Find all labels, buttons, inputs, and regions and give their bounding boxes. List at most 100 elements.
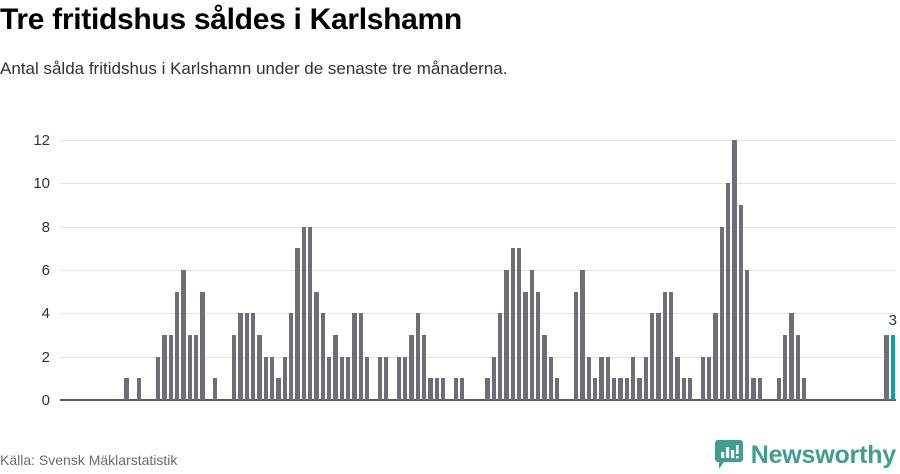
bar: [269, 356, 275, 400]
bar: [757, 378, 763, 400]
bar: [719, 226, 725, 400]
gridline: [60, 183, 896, 185]
bar: [725, 183, 731, 400]
bar: [333, 335, 338, 400]
source-note: Källa: Svensk Mäklarstatistik: [0, 452, 178, 468]
bar: [409, 335, 414, 400]
bar: [738, 205, 744, 400]
bar: [453, 378, 459, 400]
plot-area: 0 2 4 6 8 10 12 3: [33, 133, 897, 408]
bar: [656, 313, 661, 400]
bar: [200, 291, 205, 400]
bar: [782, 335, 788, 400]
bar: [643, 356, 649, 400]
y-axis-tick-label: 12: [33, 132, 50, 149]
bar: [244, 313, 250, 400]
bar: [681, 378, 687, 400]
y-axis-tick-label: 8: [41, 218, 50, 236]
gridline: [60, 270, 896, 271]
bar: [428, 378, 433, 400]
bar: [377, 356, 383, 400]
bar: [459, 378, 465, 400]
bar: [732, 140, 737, 400]
bar: [580, 270, 585, 400]
bar: [618, 378, 623, 400]
bar: [263, 356, 269, 400]
bar: [668, 291, 674, 400]
bar: [485, 378, 490, 400]
bar: [554, 378, 560, 400]
page-title: Tre fritidshus såldes i Karlshamn: [0, 3, 462, 36]
bar: [776, 378, 782, 400]
bar: [592, 378, 598, 400]
bar: [307, 226, 313, 400]
bar: [250, 313, 256, 400]
bar: [504, 270, 509, 400]
bar: [700, 356, 706, 400]
bar: [383, 356, 389, 400]
bar: [706, 356, 712, 400]
bar: [352, 313, 357, 400]
bar: [345, 356, 351, 400]
bar: [573, 291, 579, 400]
bar: [675, 356, 680, 400]
bar: [314, 291, 319, 400]
bar: [884, 335, 889, 400]
bar: [238, 313, 243, 400]
bar: [510, 248, 516, 400]
bar: [599, 356, 604, 400]
bar: [181, 270, 186, 400]
bar-chart-bubble-icon: [714, 440, 743, 469]
bar: [402, 356, 408, 400]
bar: [440, 378, 446, 400]
bar: [801, 378, 807, 400]
bar: [124, 378, 129, 400]
bar: [795, 335, 801, 400]
page-subtitle: Antal sålda fritidshus i Karlshamn under…: [0, 59, 508, 78]
bar: [637, 378, 642, 400]
bar: [713, 313, 718, 400]
bar: [193, 335, 199, 400]
bar: [415, 313, 421, 400]
bar: [542, 335, 547, 400]
axis-baseline: [60, 399, 896, 401]
bar: [611, 378, 617, 400]
gridline: [60, 226, 896, 228]
bar: [396, 356, 402, 400]
bar: [187, 335, 193, 400]
gridline: [60, 313, 896, 315]
bar: [789, 313, 794, 400]
y-axis-tick-label: 2: [41, 348, 50, 366]
bar-highlighted: [890, 335, 896, 400]
bar: [687, 378, 693, 400]
bar: [744, 270, 750, 400]
bar: [751, 378, 756, 400]
bar: [497, 313, 503, 400]
bar: [662, 291, 668, 400]
y-axis-tick-label: 10: [33, 175, 50, 193]
gridline: [60, 356, 896, 358]
logo-wordmark: Newsworthy: [750, 441, 896, 469]
bar: [358, 313, 364, 400]
bar: [257, 335, 262, 400]
bar: [364, 356, 370, 400]
bar: [434, 378, 440, 400]
bar: [168, 335, 174, 400]
gridline: [60, 140, 896, 141]
bar: [630, 356, 636, 400]
bar: [326, 356, 332, 400]
bar: [516, 248, 522, 400]
y-axis-tick-label: 6: [41, 262, 50, 279]
bar: [231, 335, 237, 400]
y-axis-tick-label: 4: [41, 305, 50, 323]
bar: [523, 291, 528, 400]
bar: [136, 378, 142, 400]
bar: [162, 335, 167, 400]
bar: [605, 356, 611, 400]
bar: [320, 313, 326, 400]
y-axis-tick-label: 0: [41, 392, 50, 409]
bar: [339, 356, 345, 400]
bar: [529, 270, 535, 400]
